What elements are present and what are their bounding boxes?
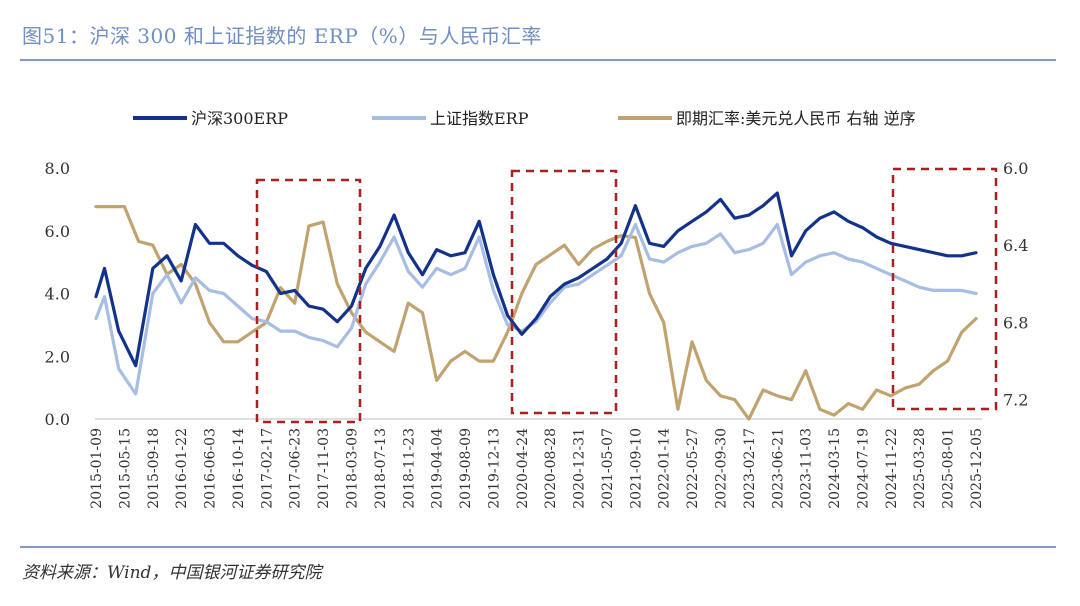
x-tick-label: 2024-11-22: [884, 428, 900, 509]
x-tick-label: 2025-03-28: [912, 428, 928, 509]
x-tick-label: 2024-07-19: [855, 428, 871, 509]
x-tick-label: 2018-03-09: [344, 428, 360, 509]
right-tick-label: 6.4: [1003, 236, 1028, 255]
x-tick-label: 2017-11-03: [316, 428, 332, 509]
series-line-1: [94, 222, 978, 396]
x-tick-label: 2016-06-03: [203, 428, 219, 509]
right-y-axis: 6.0 6.4 6.8 7.2: [1003, 159, 1028, 410]
legend-label-2: 即期汇率:美元兑人民币 右轴 逆序: [676, 109, 916, 128]
left-tick-label: 6.0: [45, 222, 70, 241]
right-tick-label: 6.8: [1003, 313, 1028, 332]
x-tick-label: 2018-07-13: [373, 428, 389, 509]
x-tick-label: 2020-04-24: [515, 428, 531, 509]
x-tick-label: 2019-08-09: [458, 428, 474, 509]
chart-title: 图51：沪深 300 和上证指数的 ERP（%）与人民币汇率: [22, 24, 542, 48]
right-tick-label: 7.2: [1003, 391, 1028, 410]
left-tick-label: 2.0: [45, 347, 70, 366]
x-tick-label: 2017-02-17: [259, 428, 275, 509]
x-tick-label: 2020-12-31: [572, 428, 588, 509]
highlight-box-2017-2018: [255, 178, 362, 424]
x-tick-label: 2023-11-03: [799, 428, 815, 509]
erp-fx-chart: 沪深300ERP 上证指数ERP 即期汇率:美元兑人民币 右轴 逆序 8.0 6.0 4…: [45, 109, 1029, 509]
series-line-2: [94, 205, 978, 421]
highlight-box-2020-2021: [510, 169, 618, 415]
left-y-axis: 8.0 6.0 4.0 2.0 0.0: [45, 159, 70, 429]
x-tick-label: 2024-03-15: [827, 428, 843, 509]
x-tick-label: 2015-05-15: [117, 428, 133, 509]
series-line-0: [94, 191, 978, 368]
left-tick-label: 8.0: [45, 159, 70, 178]
x-axis-ticks: 2015-01-09 2015-05-15 2015-09-18 2016-01-22…: [89, 428, 985, 509]
left-tick-label: 0.0: [45, 410, 70, 429]
legend: 沪深300ERP 上证指数ERP 即期汇率:美元兑人民币 右轴 逆序: [133, 109, 916, 128]
x-tick-label: 2025-08-01: [941, 428, 957, 509]
highlight-box-2025: [891, 167, 998, 411]
legend-label-0: 沪深300ERP: [191, 109, 288, 128]
x-tick-label: 2016-10-14: [231, 428, 247, 509]
x-tick-label: 2021-09-10: [628, 428, 644, 509]
series-lines: [94, 191, 978, 421]
x-tick-label: 2022-01-14: [657, 428, 673, 509]
x-tick-label: 2018-11-23: [401, 428, 417, 509]
x-tick-label: 2021-05-07: [600, 428, 616, 509]
x-tick-label: 2023-02-17: [742, 428, 758, 509]
footer-divider: [20, 546, 1056, 548]
x-tick-label: 2015-09-18: [146, 428, 162, 509]
x-tick-label: 2019-04-04: [430, 428, 446, 509]
left-tick-label: 4.0: [45, 285, 70, 304]
x-tick-label: 2019-12-13: [486, 428, 502, 509]
x-tick-label: 2023-06-21: [770, 428, 786, 509]
x-tick-label: 2017-06-23: [288, 428, 304, 509]
legend-label-1: 上证指数ERP: [430, 109, 529, 128]
x-tick-label: 2016-01-22: [174, 428, 190, 509]
right-tick-label: 6.0: [1003, 159, 1028, 178]
x-tick-label: 2022-09-30: [714, 428, 730, 509]
source-note: 资料来源：Wind，中国银河证券研究院: [22, 563, 322, 583]
title-divider: [20, 59, 1056, 61]
x-tick-label: 2020-08-28: [543, 428, 559, 509]
x-tick-label: 2022-05-27: [685, 428, 701, 509]
x-tick-label: 2025-12-05: [969, 428, 985, 509]
x-tick-label: 2015-01-09: [89, 428, 105, 509]
